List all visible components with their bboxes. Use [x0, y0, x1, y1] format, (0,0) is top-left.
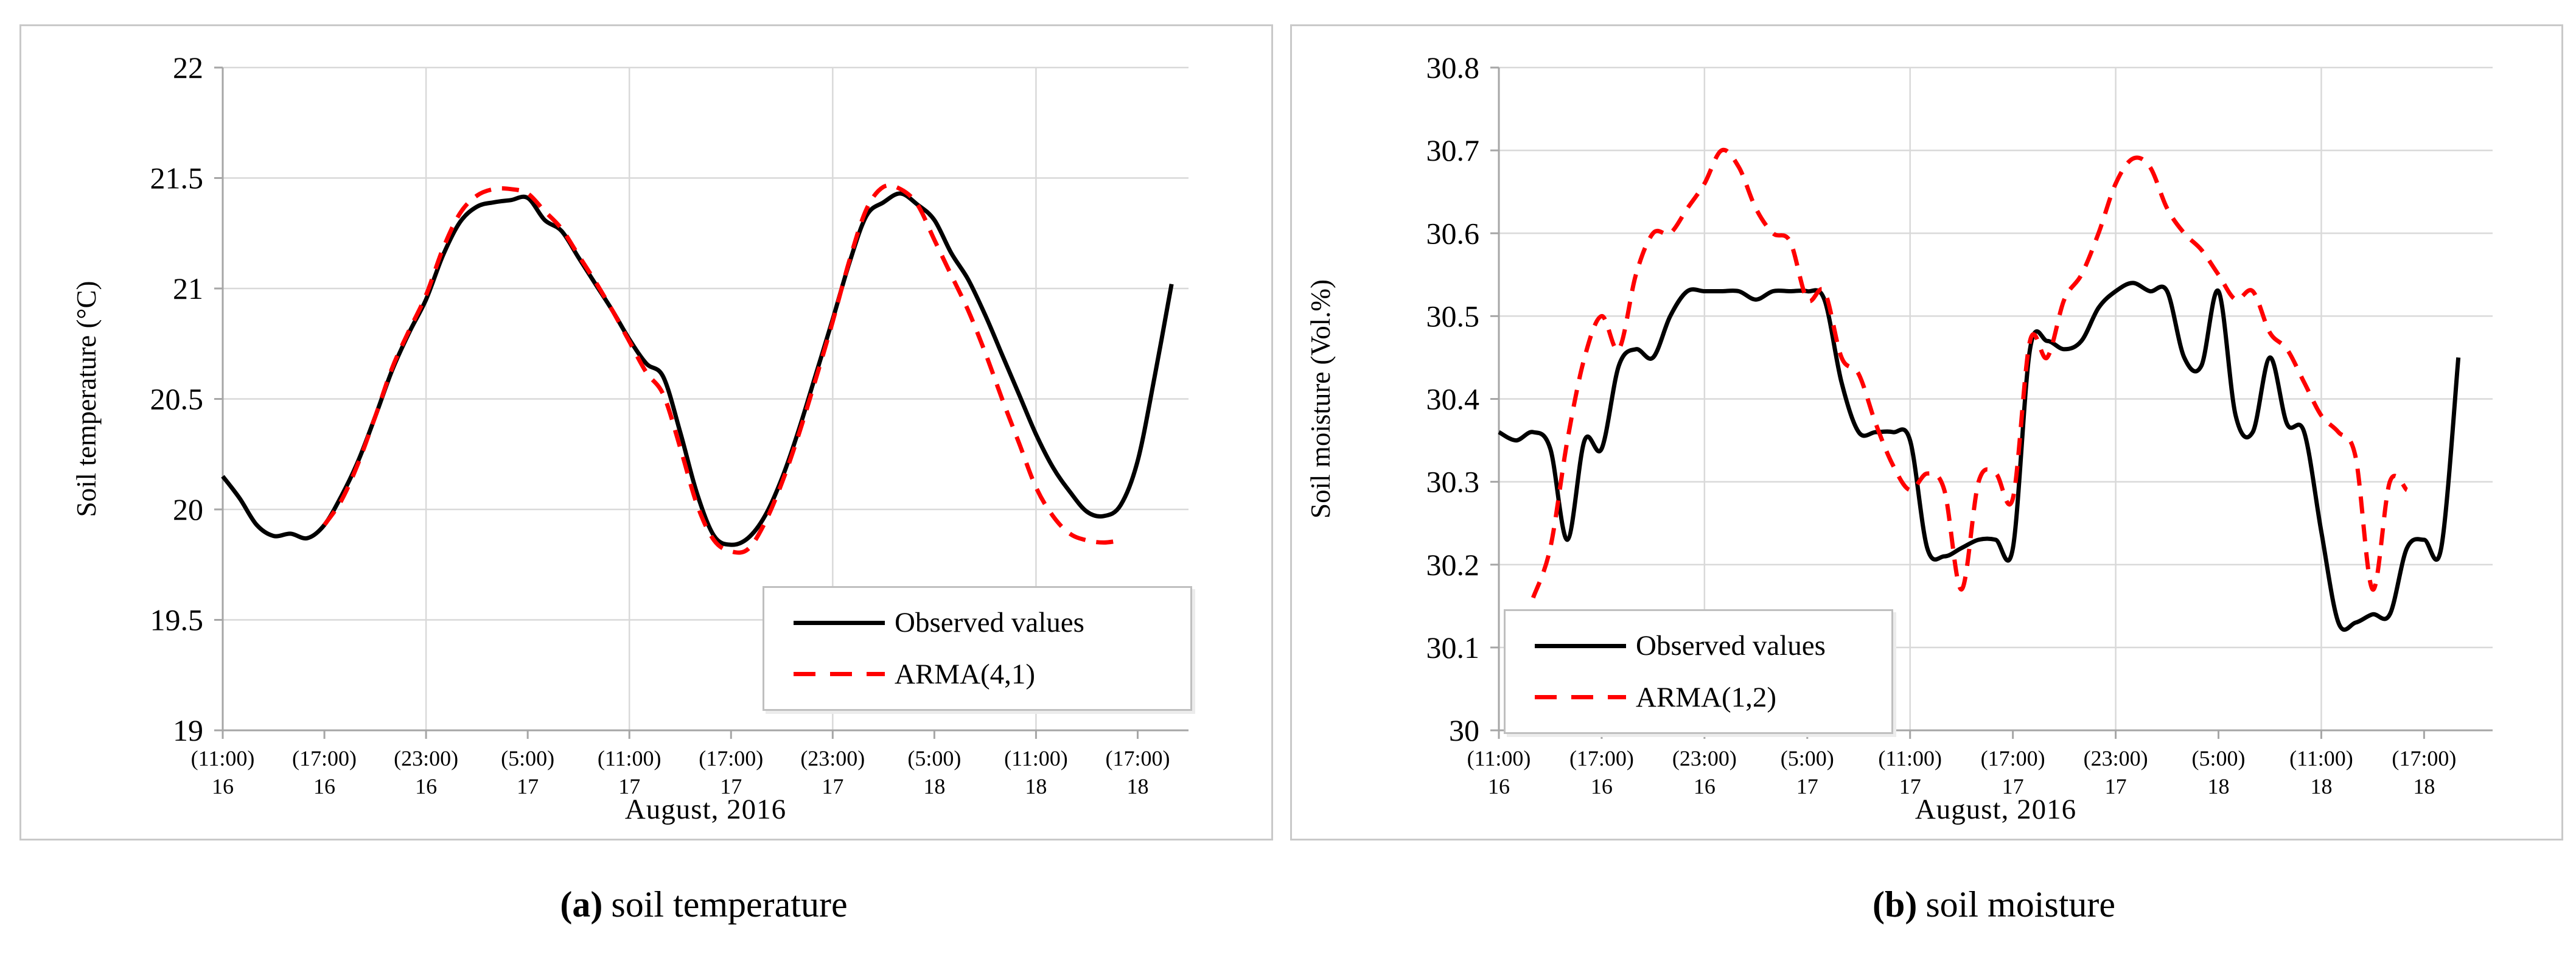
y-tick-label: 19 [173, 713, 203, 747]
y-tick-label: 30.2 [1426, 548, 1480, 582]
x-tick-label-time: (11:00) [2289, 746, 2353, 771]
soil-moisture-plot: 30.830.730.630.530.430.330.230.130(11:00… [1305, 51, 2493, 799]
x-tick-label-day: 17 [618, 774, 640, 799]
soil-temperature-chart-panel: 22 21.5 21 20.5 20 19.5 19 (11:00) 16 (17:00) 16 (2… [19, 24, 1273, 840]
caption-soil-temperature: (a) soil temperature [221, 884, 1187, 938]
y-tick-label: 30.3 [1426, 465, 1480, 499]
x-axis-title: August, 2016 [1915, 794, 2077, 825]
caption-text: soil temperature [611, 884, 848, 924]
y-tick-label: 30.8 [1426, 51, 1480, 85]
y-tick-label: 30.7 [1426, 133, 1480, 167]
legend-label: ARMA(1,2) [1636, 681, 1777, 713]
y-tick-label: 22 [173, 51, 203, 85]
legend-entry-arma: ARMA(4,1) [794, 658, 1190, 691]
x-tick-label-day: 18 [2310, 774, 2332, 799]
x-tick-label-day: 16 [212, 774, 234, 799]
x-tick-label-day: 18 [1126, 774, 1148, 799]
x-tick-label-day: 18 [923, 774, 945, 799]
y-tick-label: 20 [173, 492, 203, 526]
x-tick-label-day: 17 [2105, 774, 2127, 799]
legend-entry-observed: Observed values [1535, 629, 1891, 662]
arma-line-sample [1535, 695, 1626, 700]
y-tick-label: 21 [173, 271, 203, 306]
x-tick-label-time: (5:00) [907, 746, 961, 771]
x-tick-label-time: (17:00) [292, 746, 357, 771]
y-tick-label: 19.5 [150, 603, 204, 637]
x-tick-label-time: (11:00) [1467, 746, 1531, 771]
observed-line-sample [794, 620, 885, 625]
x-tick-label-day: 17 [2002, 774, 2024, 799]
x-tick-label-day: 17 [1796, 774, 1818, 799]
x-tick-label-day: 16 [1488, 774, 1510, 799]
y-tick-label: 30.4 [1426, 382, 1480, 416]
x-tick-label-day: 18 [1025, 774, 1047, 799]
x-tick-label-time: (23:00) [1672, 746, 1737, 771]
x-tick-label-day: 17 [720, 774, 742, 799]
y-tick-label: 30.5 [1426, 299, 1480, 333]
x-tick-label-time: (11:00) [598, 746, 661, 771]
legend-label: ARMA(4,1) [895, 658, 1036, 690]
observed-values-line [1498, 281, 2461, 632]
y-axis-title: Soil moisture (Vol.%) [1305, 279, 1336, 519]
x-tick-label-time: (23:00) [800, 746, 865, 771]
y-tick-label: 20.5 [150, 382, 204, 416]
x-tick-label-time: (11:00) [1004, 746, 1068, 771]
legend-entry-observed: Observed values [794, 606, 1190, 639]
x-tick-label-time: (23:00) [394, 746, 458, 771]
x-tick-label-day: 17 [517, 774, 539, 799]
x-tick-label-time: (17:00) [2392, 746, 2456, 771]
y-tick-label: 30.1 [1426, 631, 1480, 665]
x-tick-label-day: 17 [822, 774, 843, 799]
x-tick-label-time: (5:00) [501, 746, 554, 771]
x-tick-label-day: 17 [1899, 774, 1921, 799]
x-tick-label-time: (17:00) [1569, 746, 1634, 771]
y-tick-label: 30.6 [1426, 216, 1480, 250]
soil-temperature-plot: 2221.52120.52019.519(11:00)16(17:00)16(2… [71, 51, 1189, 799]
arma-model-line [323, 183, 1122, 555]
y-tick-label: 21.5 [150, 161, 204, 195]
legend-temperature: Observed values ARMA(4,1) [763, 586, 1192, 711]
y-tick-label: 30 [1449, 713, 1479, 747]
arma-model-line [1531, 147, 2409, 599]
caption-index: (a) [560, 884, 603, 924]
x-tick-label-day: 18 [2413, 774, 2435, 799]
x-tick-label-time: (5:00) [1781, 746, 1834, 771]
legend-moisture: Observed values ARMA(1,2) [1504, 609, 1893, 734]
x-tick-label-time: (17:00) [699, 746, 763, 771]
legend-label: Observed values [895, 607, 1084, 639]
x-tick-label-day: 16 [415, 774, 437, 799]
caption-text: soil moisture [1925, 884, 2115, 924]
x-tick-label-time: (5:00) [2192, 746, 2246, 771]
observed-line-sample [1535, 643, 1626, 648]
x-tick-label-time: (17:00) [1981, 746, 2045, 771]
x-tick-label-day: 16 [1694, 774, 1716, 799]
observed-values-line [221, 191, 1174, 547]
legend-entry-arma: ARMA(1,2) [1535, 681, 1891, 714]
x-tick-label-time: (17:00) [1105, 746, 1170, 771]
legend-label: Observed values [1636, 630, 1826, 662]
x-axis-title: August, 2016 [624, 794, 787, 825]
arma-line-sample [794, 672, 885, 677]
x-tick-label-day: 18 [2208, 774, 2230, 799]
x-tick-label-time: (23:00) [2084, 746, 2148, 771]
caption-soil-moisture: (b) soil moisture [1497, 884, 2491, 938]
x-tick-label-day: 16 [1591, 774, 1613, 799]
x-tick-label-time: (11:00) [191, 746, 255, 771]
x-tick-label-day: 16 [313, 774, 335, 799]
caption-index: (b) [1872, 884, 1918, 924]
x-tick-label-time: (11:00) [1878, 746, 1942, 771]
y-axis-title: Soil temperature (°C) [71, 281, 102, 517]
soil-moisture-chart-panel: 30.8 30.7 30.6 30.5 30.4 30.3 30.2 30.1 30 (11:00… [1290, 24, 2563, 840]
